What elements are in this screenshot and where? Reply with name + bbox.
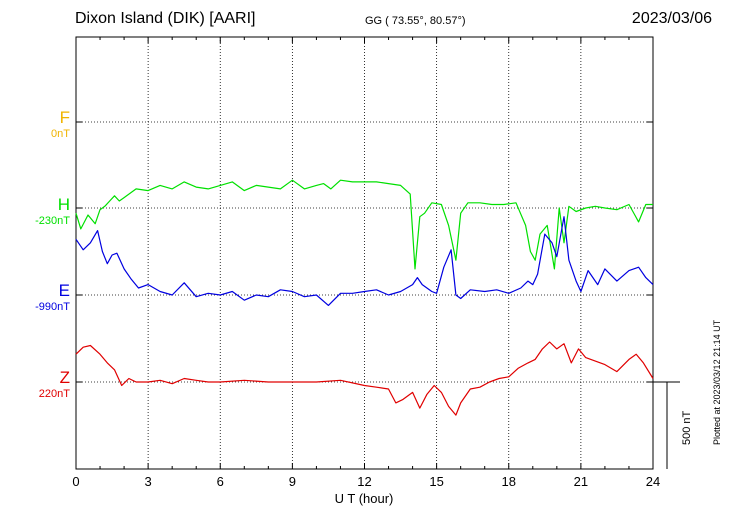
x-tick-label: 24	[646, 474, 660, 489]
scale-bar-label: 500 nT	[681, 410, 693, 445]
vertical-gridlines	[147, 37, 582, 469]
channel-name: F	[59, 108, 70, 127]
x-tick-label: 21	[574, 474, 588, 489]
channel-name: E	[58, 281, 70, 300]
channel-offset: -990nT	[35, 301, 70, 313]
trace-h	[75, 179, 653, 270]
channel-label-h: H -230nT	[0, 195, 70, 227]
x-tick-label: 15	[429, 474, 443, 489]
channel-offset: -230nT	[35, 215, 70, 227]
plot-date: 2023/03/06	[631, 10, 712, 27]
channel-name: Z	[59, 368, 70, 387]
channel-name: H	[57, 195, 70, 214]
x-tick-label: 6	[217, 474, 224, 489]
x-tick-label: 0	[72, 474, 79, 489]
x-tick-label: 9	[289, 474, 296, 489]
channel-label-z: Z 220nT	[0, 368, 70, 400]
channel-label-f: F 0nT	[0, 108, 70, 140]
station-title: Dixon Island (DIK) [AARI]	[75, 10, 256, 27]
axis-ticks	[75, 37, 654, 469]
x-axis-label: U T (hour)	[335, 491, 394, 506]
plotted-timestamp: Plotted at 2023/03/12 21:14 UT	[712, 319, 722, 445]
channel-label-e: E -990nT	[0, 281, 70, 313]
x-tick-labels: 0 3 6 9 12 15 18 21 24	[72, 474, 660, 489]
channel-offset: 0nT	[51, 128, 70, 140]
x-tick-label: 12	[357, 474, 371, 489]
geographic-coordinates: GG ( 73.55°, 80.57°)	[365, 15, 466, 27]
channel-offset: 220nT	[38, 388, 70, 400]
trace-e	[75, 216, 654, 306]
trace-z	[75, 341, 654, 416]
data-traces	[75, 179, 654, 416]
x-tick-label: 18	[502, 474, 516, 489]
x-tick-label: 3	[145, 474, 152, 489]
